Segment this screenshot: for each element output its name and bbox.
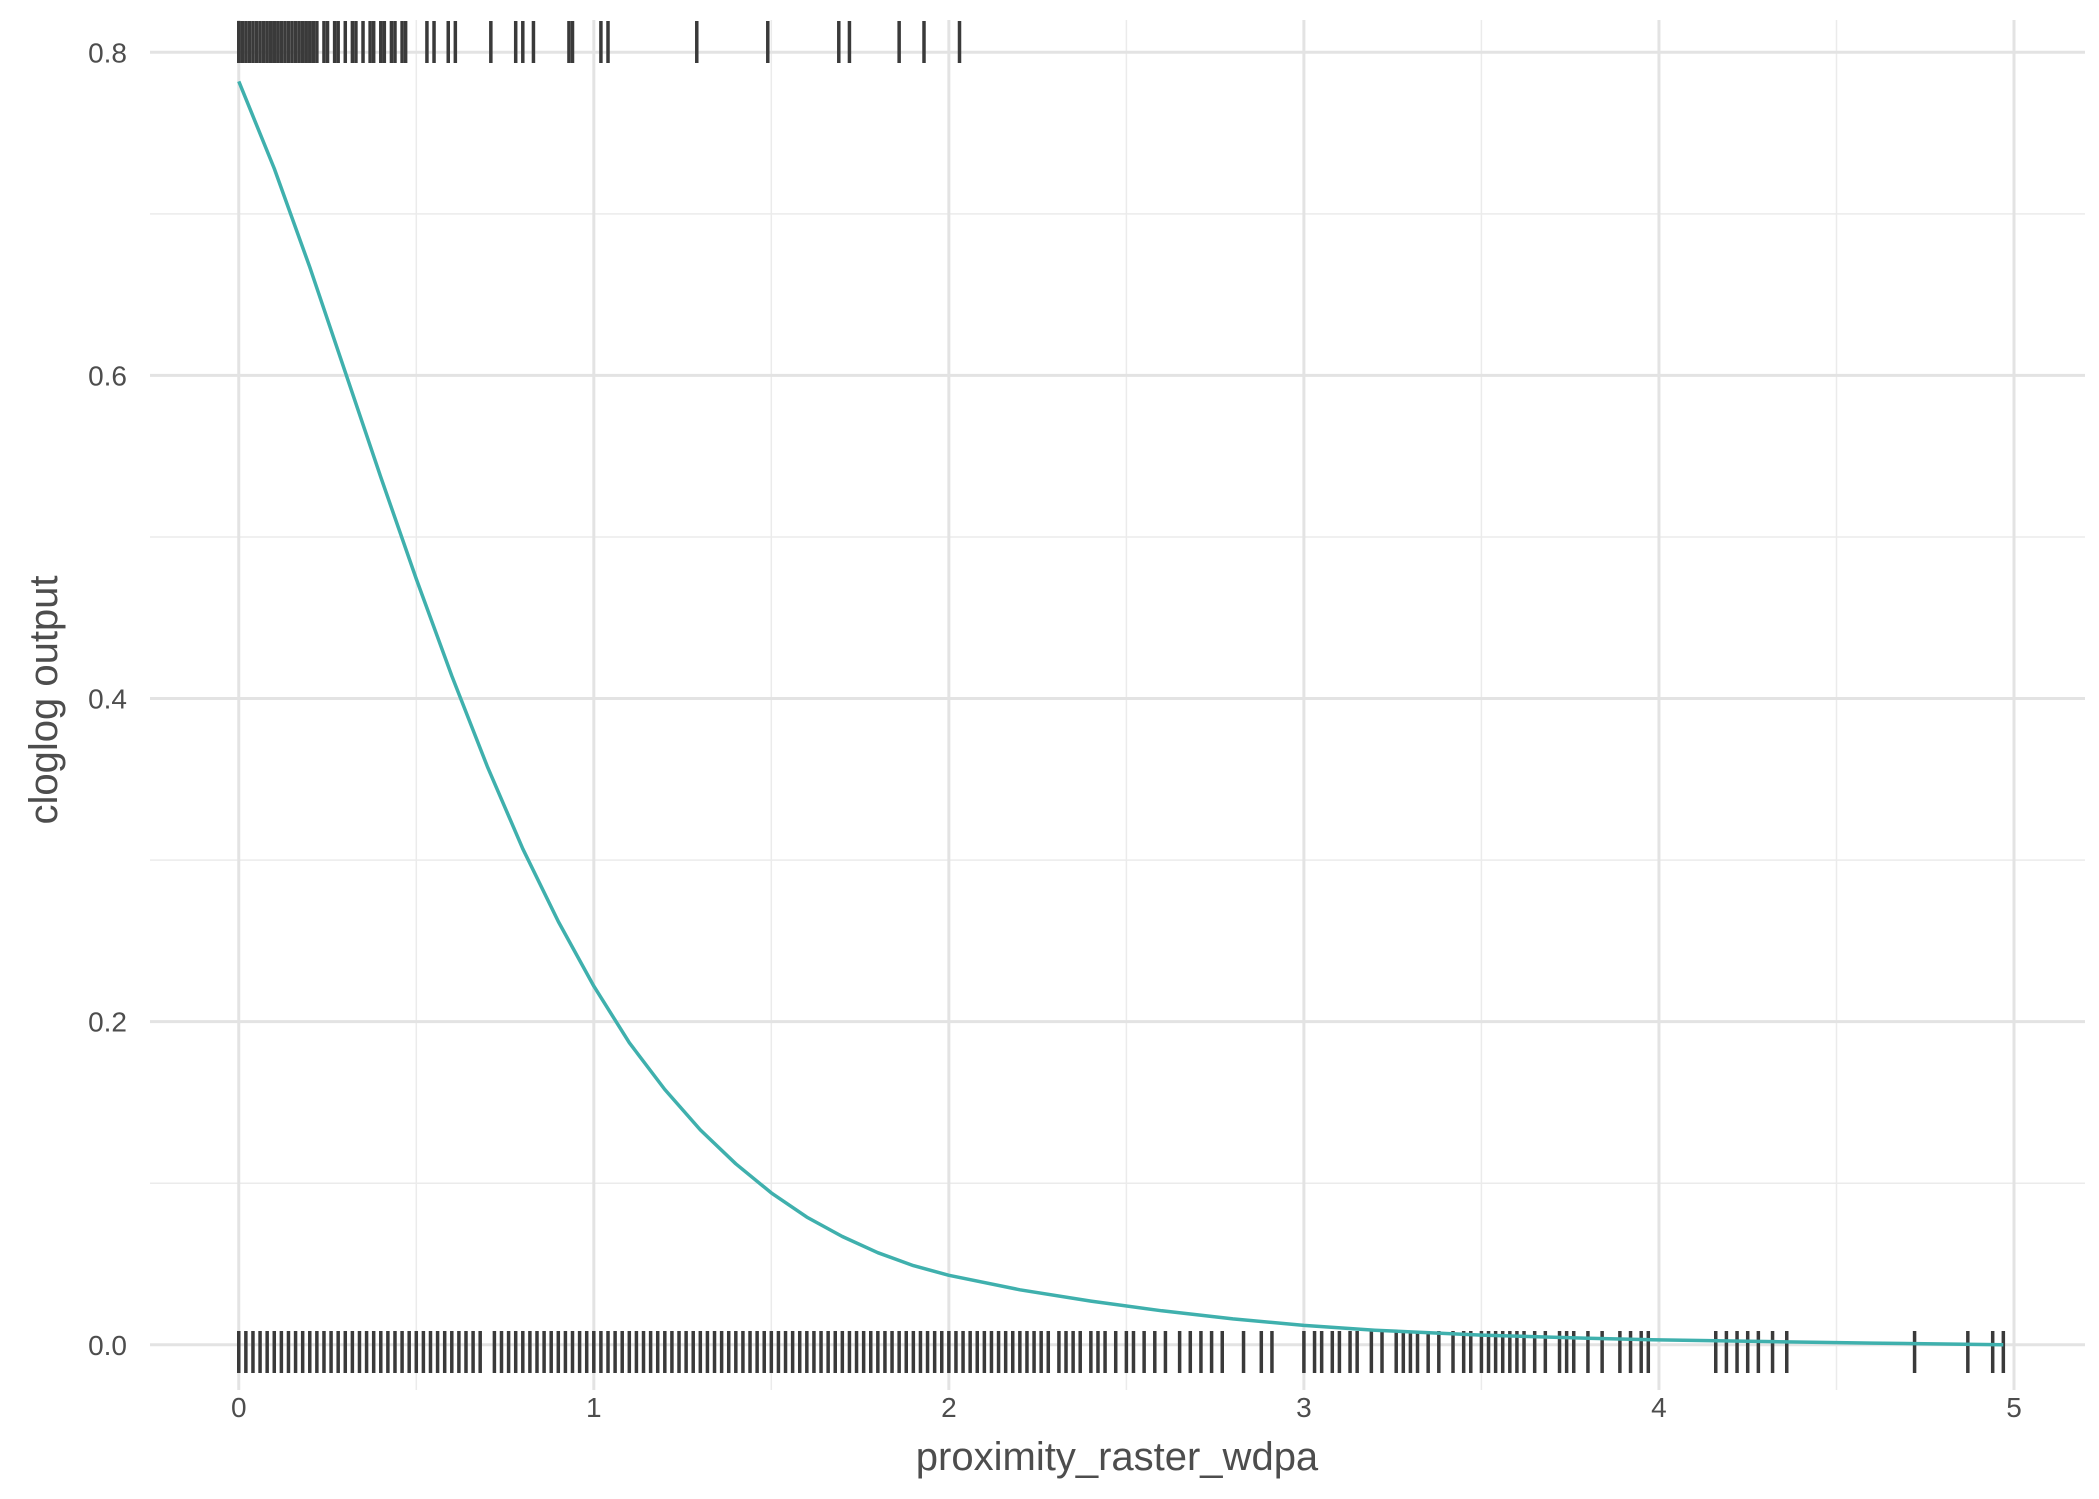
- rug-background-group: [237, 1331, 2006, 1373]
- y-tick-label: 0.6: [88, 360, 127, 391]
- major-gridlines: [150, 20, 2085, 1390]
- y-tick-labels: 0.0 0.2 0.4 0.6 0.8: [88, 37, 127, 1360]
- rug-presence-group: [237, 21, 962, 63]
- y-axis-title: cloglog output: [22, 575, 66, 824]
- y-tick-label: 0.8: [88, 37, 127, 68]
- response-curve-line: [237, 80, 2004, 1347]
- x-tick-label: 4: [1651, 1392, 1667, 1423]
- x-tick-labels: 0 1 2 3 4 5: [231, 1392, 2022, 1423]
- x-tick-label: 0: [231, 1392, 247, 1423]
- x-tick-label: 5: [2006, 1392, 2022, 1423]
- y-tick-label: 0.4: [88, 684, 127, 715]
- minor-gridlines: [150, 20, 2085, 1390]
- x-tick-label: 1: [586, 1392, 602, 1423]
- y-tick-label: 0.0: [88, 1330, 127, 1361]
- y-tick-label: 0.2: [88, 1007, 127, 1038]
- series-layer: [237, 80, 2004, 1347]
- x-axis-title: proximity_raster_wdpa: [916, 1435, 1319, 1479]
- x-tick-label: 2: [941, 1392, 957, 1423]
- x-tick-label: 3: [1296, 1392, 1312, 1423]
